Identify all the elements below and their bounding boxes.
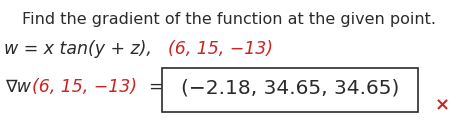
Text: (6, 15, −13): (6, 15, −13) [32,78,137,96]
Text: Find the gradient of the function at the given point.: Find the gradient of the function at the… [22,12,436,27]
Text: ∇w: ∇w [5,78,31,96]
Text: w = x tan(y + z),: w = x tan(y + z), [4,40,152,58]
Text: =: = [148,78,163,96]
Text: (−2.18, 34.65, 34.65): (−2.18, 34.65, 34.65) [181,78,399,97]
Bar [162,68,418,112]
Text: ×: × [435,96,450,114]
Text: (6, 15, −13): (6, 15, −13) [168,40,273,58]
